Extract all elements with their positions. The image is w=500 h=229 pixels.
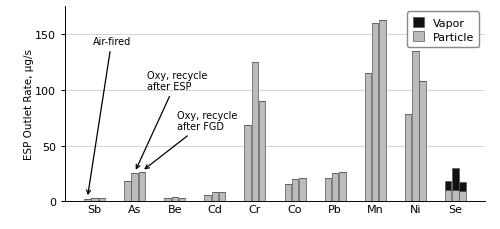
Bar xyxy=(339,173,345,202)
Bar xyxy=(164,198,171,202)
Bar xyxy=(460,191,466,202)
Bar xyxy=(284,184,291,202)
Bar xyxy=(332,174,338,202)
Bar xyxy=(412,51,418,202)
Bar xyxy=(324,178,331,202)
Bar xyxy=(445,190,452,202)
Bar xyxy=(452,168,458,190)
Bar xyxy=(212,193,218,202)
Bar xyxy=(132,174,138,202)
Bar xyxy=(219,193,226,202)
Bar xyxy=(379,21,386,202)
Bar xyxy=(372,24,378,202)
Y-axis label: ESP Outlet Rate, μg/s: ESP Outlet Rate, μg/s xyxy=(24,49,34,159)
Bar xyxy=(252,63,258,202)
Text: Air-fired: Air-fired xyxy=(86,37,131,194)
Bar xyxy=(204,195,211,202)
Bar xyxy=(299,178,306,202)
Bar xyxy=(244,126,251,202)
Bar xyxy=(92,198,98,202)
Text: Oxy, recycle
after FGD: Oxy, recycle after FGD xyxy=(145,110,237,169)
Legend: Vapor, Particle: Vapor, Particle xyxy=(407,12,480,48)
Bar xyxy=(405,115,411,202)
Bar xyxy=(98,198,105,202)
Bar xyxy=(292,179,298,202)
Bar xyxy=(420,81,426,202)
Bar xyxy=(124,182,130,202)
Bar xyxy=(460,183,466,191)
Bar xyxy=(259,101,266,202)
Bar xyxy=(172,197,178,202)
Bar xyxy=(365,74,372,202)
Bar xyxy=(138,173,145,202)
Bar xyxy=(84,199,90,202)
Bar xyxy=(452,190,458,202)
Text: Oxy, recycle
after ESP: Oxy, recycle after ESP xyxy=(136,70,207,169)
Bar xyxy=(445,182,452,190)
Bar xyxy=(178,198,185,202)
